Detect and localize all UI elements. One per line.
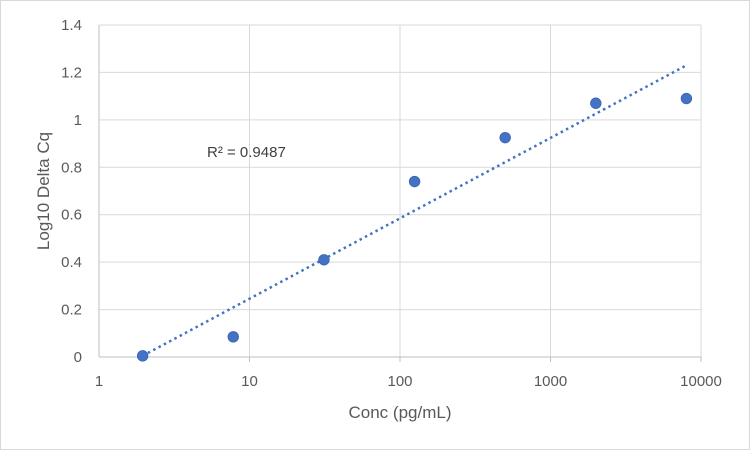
y-tick-label: 0.8 <box>61 159 82 176</box>
y-tick-label: 0.2 <box>61 302 82 319</box>
data-point <box>408 175 421 188</box>
data-point <box>499 131 511 144</box>
data-point <box>590 97 602 109</box>
y-tick-label: 0.6 <box>61 207 82 224</box>
grid-lines <box>99 24 702 357</box>
x-tick-label: 1000 <box>534 373 567 390</box>
r-squared-label: R² = 0.9487 <box>207 144 286 161</box>
data-points <box>136 92 693 362</box>
y-tick-label: 1.4 <box>61 17 82 34</box>
y-tick-label: 0 <box>74 349 82 366</box>
x-tick-label: 1 <box>95 373 103 390</box>
data-point <box>227 331 239 343</box>
axes <box>98 25 702 362</box>
x-axis-title: Conc (pg/mL) <box>349 403 452 422</box>
data-point <box>680 92 693 105</box>
trendline <box>142 64 688 357</box>
x-tick-label: 100 <box>387 373 412 390</box>
tick-labels: 0 0.2 0.4 0.6 0.8 1 1.2 1.4 1 10 100 1000 10000 <box>61 17 722 390</box>
trendline-group <box>142 64 688 357</box>
y-tick-label: 1 <box>74 112 82 129</box>
y-tick-label: 0.4 <box>61 254 82 271</box>
data-point <box>136 350 149 362</box>
data-point <box>318 254 330 266</box>
y-axis-title: Log10 Delta Cq <box>34 132 53 250</box>
x-tick-label: 10 <box>241 373 258 390</box>
x-tick-label: 10000 <box>680 373 722 390</box>
y-tick-label: 1.2 <box>61 64 82 81</box>
